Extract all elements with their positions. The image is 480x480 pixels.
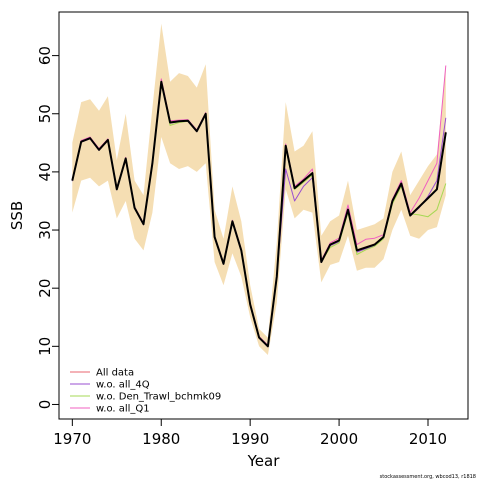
legend-label: w.o. Den_Trawl_bchmk09 [96, 392, 221, 403]
x-axis: 1970 1980 1990 2000 2010 [53, 418, 447, 448]
y-axis-title: SSB [8, 201, 26, 230]
series-layer [71, 65, 447, 348]
x-tick-label: 2010 [409, 430, 447, 448]
legend-label: All data [96, 368, 134, 379]
legend-label: w.o. all_4Q [96, 380, 150, 391]
y-tick-label: 50 [36, 104, 54, 123]
y-tick-label: 20 [36, 279, 54, 298]
series-line-main [71, 80, 447, 348]
y-tick-label: 0 [36, 400, 54, 410]
y-axis: 0 10 20 30 40 50 60 [36, 46, 60, 410]
x-tick-label: 2000 [320, 430, 358, 448]
x-tick-label: 1980 [142, 430, 180, 448]
y-tick-label: 10 [36, 337, 54, 356]
x-axis-title: Year [247, 452, 281, 470]
credit-text: stockassessment.org, wbcod13, r1818 [380, 474, 476, 480]
x-tick-label: 1970 [53, 430, 91, 448]
y-tick-label: 60 [36, 46, 54, 65]
y-tick-label: 30 [36, 220, 54, 239]
x-tick-label: 1990 [231, 430, 269, 448]
legend-label: w.o. all_Q1 [96, 404, 150, 415]
y-tick-label: 40 [36, 162, 54, 181]
